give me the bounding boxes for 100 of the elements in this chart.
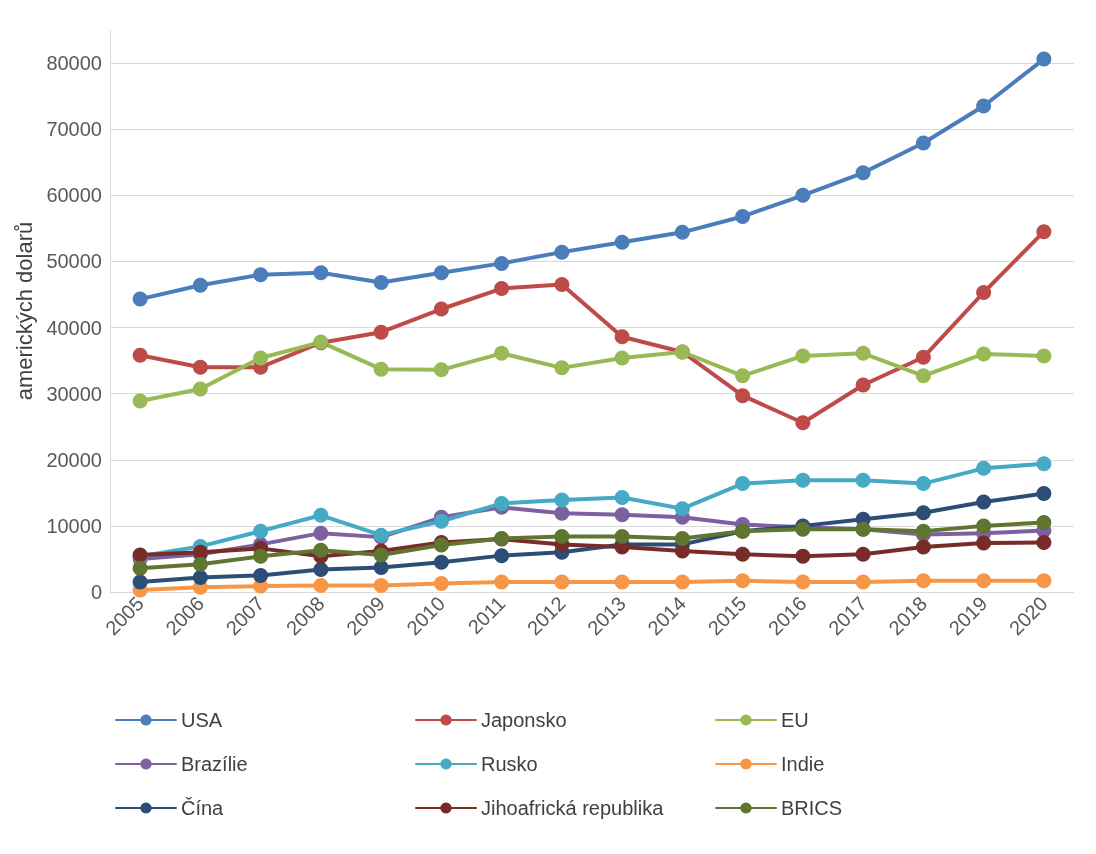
point (976, 284, 992, 300)
point (132, 560, 148, 576)
y-tick-label: 30000 (46, 382, 102, 405)
legend-label: Rusko (481, 753, 538, 775)
point (1036, 534, 1052, 550)
point (494, 255, 510, 271)
y-tick-label: 70000 (46, 118, 102, 141)
point (192, 556, 208, 572)
y-tick-label: 50000 (46, 250, 102, 273)
point (1036, 51, 1052, 67)
legend-label: Jihoafrická republika (481, 797, 665, 819)
point (132, 393, 148, 409)
point (494, 281, 510, 297)
point (976, 494, 992, 510)
y-tick-label: 80000 (46, 52, 102, 75)
point (192, 381, 208, 397)
point (614, 507, 630, 523)
point (614, 234, 630, 250)
point (976, 535, 992, 551)
point (674, 574, 690, 590)
point (855, 165, 871, 181)
point (976, 460, 992, 476)
y-tick-label: 60000 (46, 184, 102, 207)
point (795, 574, 811, 590)
point (313, 542, 329, 558)
point (554, 244, 570, 260)
point (674, 543, 690, 559)
y-tick-label: 40000 (46, 316, 102, 339)
point (132, 347, 148, 363)
point (253, 350, 269, 366)
y-tick-label: 0 (90, 581, 102, 603)
point (373, 577, 389, 593)
point (795, 348, 811, 364)
point (132, 574, 148, 590)
point (795, 472, 811, 488)
point (915, 349, 931, 365)
point (554, 360, 570, 376)
point (915, 135, 931, 151)
point (614, 574, 630, 590)
point (855, 377, 871, 393)
point (433, 554, 449, 570)
point (795, 187, 811, 203)
point (976, 346, 992, 362)
point (915, 505, 931, 521)
point (192, 569, 208, 585)
point (915, 476, 931, 492)
point (1036, 456, 1052, 472)
point (433, 265, 449, 281)
y-axis-title: amerických dolarů (11, 221, 37, 401)
point (192, 359, 208, 375)
point (1036, 348, 1052, 364)
point (915, 539, 931, 555)
point (855, 546, 871, 562)
point (735, 476, 751, 492)
point (976, 573, 992, 589)
point (373, 560, 389, 576)
point (735, 546, 751, 562)
point (554, 574, 570, 590)
point (614, 329, 630, 345)
point (976, 518, 992, 534)
point (1036, 573, 1052, 589)
point (976, 98, 992, 114)
point (795, 415, 811, 431)
point (614, 489, 630, 505)
point (313, 562, 329, 578)
point (253, 548, 269, 564)
legend-label: EU (781, 709, 809, 731)
point (433, 301, 449, 317)
point (614, 350, 630, 366)
point (554, 492, 570, 508)
point (735, 368, 751, 384)
point (614, 528, 630, 544)
point (494, 495, 510, 511)
point (855, 472, 871, 488)
point (735, 388, 751, 404)
point (1036, 224, 1052, 240)
legend-label: Japonsko (481, 709, 567, 731)
point (313, 577, 329, 593)
point (915, 368, 931, 384)
point (373, 361, 389, 377)
point (554, 277, 570, 293)
point (313, 525, 329, 541)
point (855, 345, 871, 361)
point (433, 513, 449, 529)
point (915, 573, 931, 589)
point (554, 505, 570, 521)
legend-label: Indie (781, 753, 825, 775)
point (433, 575, 449, 591)
point (855, 574, 871, 590)
point (313, 265, 329, 281)
point (494, 548, 510, 564)
point (795, 548, 811, 564)
point (192, 277, 208, 293)
point (735, 208, 751, 224)
point (1036, 485, 1052, 501)
point (735, 573, 751, 589)
point (253, 567, 269, 583)
legend-label: Čína (181, 797, 225, 819)
point (253, 267, 269, 283)
legend-label: USA (181, 709, 223, 731)
